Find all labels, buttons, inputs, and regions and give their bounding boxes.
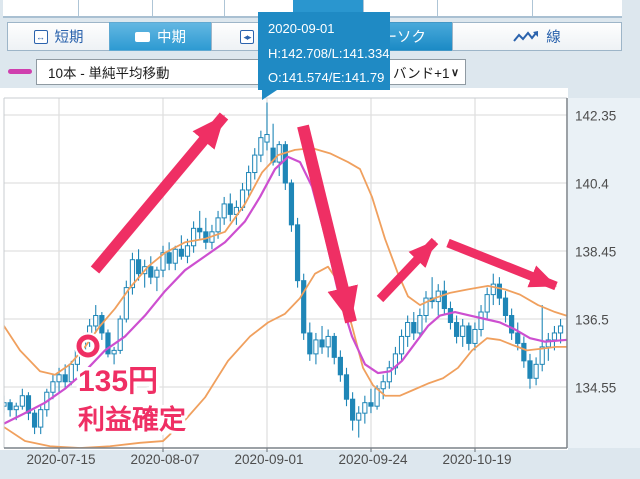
- double-arrow-icon: [240, 29, 254, 44]
- svg-text:135円: 135円: [78, 365, 158, 398]
- tab-line-chart[interactable]: 線: [452, 22, 622, 51]
- svg-text:140.4: 140.4: [575, 177, 609, 192]
- range-icon: [33, 29, 48, 44]
- svg-text:2020-07-15: 2020-07-15: [26, 452, 95, 467]
- svg-text:138.45: 138.45: [575, 245, 616, 260]
- tab-mid-term-label: 中期: [157, 30, 186, 46]
- chevron-down-icon: ∨: [450, 66, 459, 79]
- tab-strip-divider: [224, 0, 225, 16]
- tab-candlestick-label: ーソク: [382, 30, 427, 46]
- tab-mid-term[interactable]: 中期: [109, 22, 212, 51]
- ma-indicator-label: 10本 - 単純平均移動: [48, 66, 170, 81]
- svg-text:142.35: 142.35: [575, 109, 616, 124]
- tab-strip-divider: [437, 0, 438, 16]
- zigzag-line-icon: [513, 30, 539, 42]
- tooltip-open-close: O:141.574/E:141.79: [268, 70, 385, 85]
- ma-indicator-select[interactable]: 10本 - 単純平均移動 ∨: [36, 59, 295, 85]
- ma-legend-dash: [8, 69, 32, 74]
- tab-short-term[interactable]: 短期: [7, 22, 110, 51]
- svg-text:2020-10-19: 2020-10-19: [442, 452, 511, 467]
- tab-strip-divider: [532, 0, 533, 16]
- svg-text:136.5: 136.5: [575, 313, 609, 328]
- svg-text:利益確定: 利益確定: [78, 404, 186, 435]
- tab-strip-divider: [152, 0, 153, 16]
- svg-text:2020-09-01: 2020-09-01: [234, 452, 303, 467]
- svg-text:134.55: 134.55: [575, 381, 616, 396]
- tooltip-date: 2020-09-01: [268, 21, 335, 36]
- tab-line-chart-label: 線: [546, 30, 561, 46]
- tab-short-term-label: 短期: [54, 30, 84, 46]
- ohlc-tooltip: 2020-09-01 H:142.708/L:141.334 O:141.574…: [258, 12, 390, 100]
- tab-strip-divider: [363, 0, 364, 16]
- svg-text:2020-08-07: 2020-08-07: [130, 452, 199, 467]
- tab-strip-divider: [78, 0, 79, 16]
- tooltip-high-low: H:142.708/L:141.334: [268, 45, 390, 61]
- band-indicator-select[interactable]: バンド+1 ∨: [386, 59, 466, 85]
- band-indicator-label: バンド+1: [393, 66, 450, 81]
- svg-text:2020-09-24: 2020-09-24: [338, 452, 408, 467]
- mid-rect-icon: [135, 31, 150, 42]
